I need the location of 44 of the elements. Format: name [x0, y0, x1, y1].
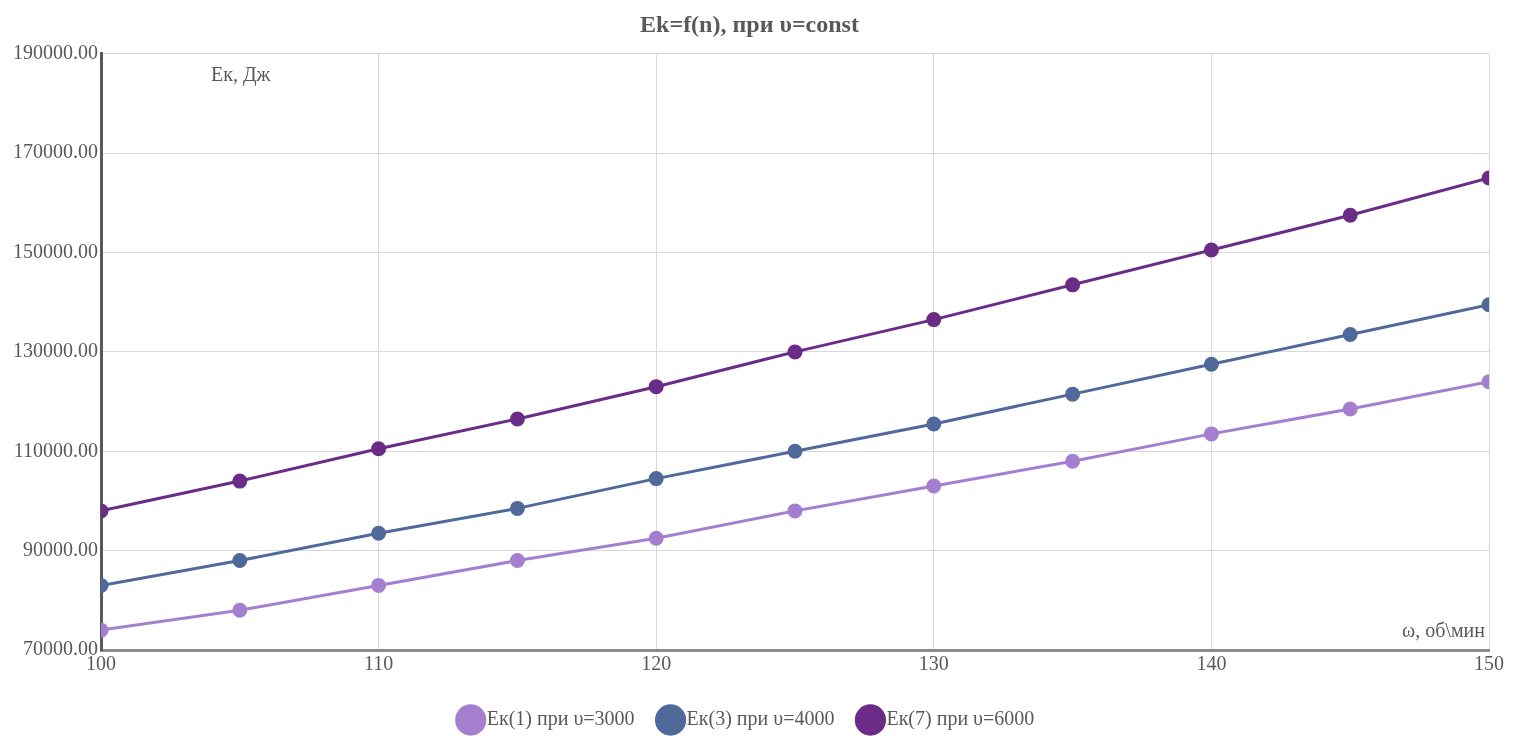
legend-label: Ек(7) при υ=6000: [886, 707, 1035, 731]
point: [1342, 207, 1358, 223]
point: [926, 416, 942, 432]
point: [371, 441, 387, 457]
point: [371, 577, 387, 593]
point: [787, 503, 803, 519]
x-axis-title: ω, об\мин: [1402, 619, 1486, 642]
point: [232, 473, 248, 489]
point: [926, 312, 942, 328]
y-tick-label: 170000.00: [13, 140, 98, 163]
point: [1065, 453, 1081, 469]
point: [1203, 356, 1219, 372]
point: [1203, 242, 1219, 258]
x-tick-label: 150: [1474, 652, 1504, 675]
point: [1342, 401, 1358, 417]
point: [787, 443, 803, 459]
legend-label: Ек(3) при υ=4000: [686, 707, 835, 731]
point: [648, 530, 664, 546]
point: [787, 344, 803, 360]
chart-title: Ek=f(n), при υ=const: [640, 10, 859, 37]
legend-label: Ек(1) при υ=3000: [486, 707, 635, 731]
x-tick-label: 110: [363, 652, 394, 675]
point: [509, 500, 525, 516]
point: [1203, 426, 1219, 442]
x-tick-label: 130: [918, 652, 949, 675]
point: [648, 379, 664, 395]
y-tick-label: 130000.00: [13, 339, 98, 362]
y-tick-label: 190000.00: [13, 41, 98, 64]
x-tick-label: 120: [641, 652, 672, 675]
point: [1342, 327, 1358, 343]
point: [509, 553, 525, 569]
point: [371, 525, 387, 541]
y-tick-label: 90000.00: [23, 537, 98, 560]
y-tick-label: 110000.00: [13, 438, 98, 461]
y-tick-label: 150000.00: [13, 239, 98, 262]
point: [926, 478, 942, 494]
x-tick-label: 140: [1196, 652, 1227, 675]
point: [509, 411, 525, 427]
point: [648, 471, 664, 487]
point: [1065, 386, 1081, 402]
point: [232, 602, 248, 618]
point: [232, 553, 248, 569]
y-axis-title: Ек, Дж: [211, 63, 271, 87]
point: [1065, 277, 1081, 293]
